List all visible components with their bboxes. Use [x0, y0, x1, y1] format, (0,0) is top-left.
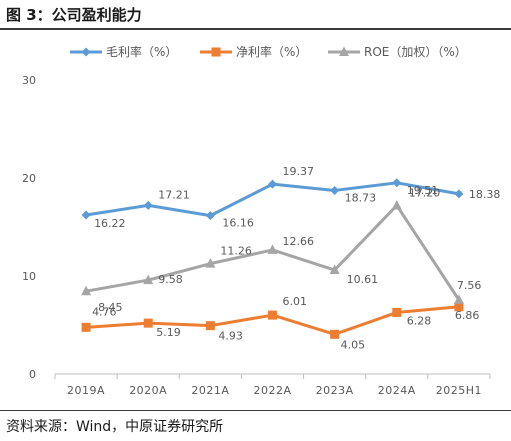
data-label: 6.86: [455, 309, 480, 322]
legend-label: ROE（加权）（%）: [364, 45, 467, 59]
x-tick-label: 2020A: [129, 384, 167, 397]
figure-title: 图 3：公司盈利能力: [6, 6, 142, 24]
legend-marker-triangle: [339, 46, 349, 56]
data-label: 11.26: [220, 245, 252, 258]
legend-label: 净利率（%）: [236, 44, 307, 59]
data-point-diamond: [392, 178, 402, 188]
data-label: 8.45: [98, 301, 123, 314]
axes: 2019A 2020A 2021A 2022A 2023A 2024A 2025H1 0 10 2…: [22, 74, 491, 397]
data-point-diamond: [205, 211, 215, 221]
legend-marker-square: [211, 47, 221, 57]
data-point-triangle: [329, 264, 340, 275]
data-point-square: [330, 329, 340, 339]
y-tick-label: 20: [22, 172, 36, 185]
data-label: 19.37: [283, 165, 315, 178]
data-label: 4.05: [341, 338, 366, 351]
data-label: 17.21: [158, 188, 190, 201]
data-point-diamond: [330, 185, 340, 195]
data-point-square: [454, 302, 464, 312]
profitability-line-chart: 2019A 2020A 2021A 2022A 2023A 2024A 2025H1 0 10 2…: [22, 44, 500, 397]
y-tick-label: 30: [22, 74, 36, 87]
data-point-diamond: [81, 210, 91, 220]
data-label: 9.58: [158, 273, 183, 286]
data-label: 7.56: [457, 279, 482, 292]
data-label: 6.01: [283, 295, 308, 308]
data-point-triangle: [143, 274, 154, 285]
data-point-square: [392, 307, 402, 317]
legend-marker-diamond: [81, 47, 91, 57]
data-point-triangle: [81, 285, 92, 296]
y-tick-label: 10: [22, 270, 36, 283]
data-point-diamond: [143, 200, 153, 210]
top-rule: [0, 28, 511, 30]
data-label: 10.61: [347, 273, 379, 286]
data-label: 16.16: [222, 217, 254, 230]
y-tick-label: 0: [29, 368, 36, 381]
data-point-diamond: [454, 189, 464, 199]
data-point-triangle: [391, 199, 402, 210]
data-point-square: [268, 310, 277, 320]
x-tick-label: 2022A: [253, 384, 291, 397]
data-point-square: [205, 321, 215, 331]
data-point-square: [81, 322, 91, 332]
legend-label: 毛利率（%）: [106, 44, 177, 59]
data-label: 18.38: [469, 188, 501, 201]
data-label: 6.28: [407, 314, 432, 327]
bottom-rule: [0, 410, 511, 411]
series-markers: [81, 178, 464, 339]
x-tick-label: 2024A: [378, 384, 416, 397]
legend: 毛利率（%） 净利率（%） ROE（加权）（%）: [70, 44, 467, 59]
data-point-triangle: [453, 294, 464, 304]
data-labels: 16.22 17.21 16.16 19.37 18.73 19.51 18.38 4.76 5…: [92, 165, 500, 351]
data-point-diamond: [268, 179, 277, 189]
data-label: 19.51: [407, 184, 439, 197]
data-label: 5.19: [156, 326, 181, 339]
data-point-triangle: [267, 244, 278, 254]
x-tick-label: 2023A: [316, 384, 354, 397]
x-tick-label: 2021A: [191, 384, 229, 397]
data-label: 16.22: [94, 217, 126, 230]
source-note: 资料来源：Wind，中原证券研究所: [6, 419, 224, 435]
x-tick-label: 2019A: [67, 384, 105, 397]
data-point-square: [143, 318, 153, 328]
data-point-triangle: [205, 258, 216, 268]
data-label: 4.76: [92, 305, 117, 318]
data-label: 17.20: [409, 186, 441, 199]
x-tick-label: 2025H1: [436, 384, 482, 397]
data-label: 4.93: [218, 330, 243, 343]
data-label: 12.66: [283, 235, 315, 248]
data-label: 18.73: [345, 191, 377, 204]
